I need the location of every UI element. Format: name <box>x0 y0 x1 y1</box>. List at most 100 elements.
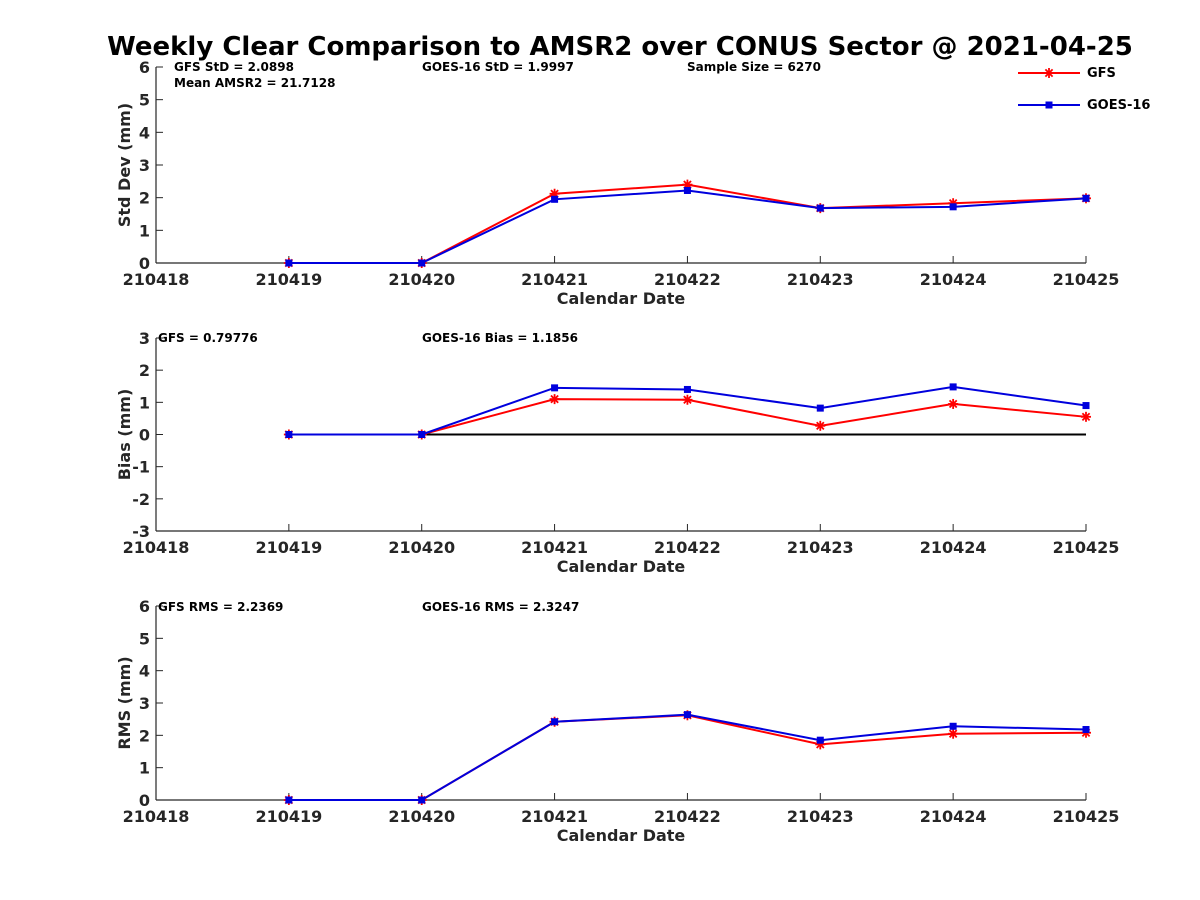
y-tick-label: 4 <box>139 123 150 142</box>
x-axis-label: Calendar Date <box>557 557 686 576</box>
x-tick-label: 210423 <box>787 270 854 289</box>
y-tick-label: 1 <box>139 221 150 240</box>
x-tick-label: 210418 <box>123 270 190 289</box>
y-tick-label: 3 <box>139 329 150 348</box>
x-tick-label: 210425 <box>1053 270 1120 289</box>
x-tick-label: 210423 <box>787 807 854 826</box>
stat-annotation-left1: GFS RMS = 2.2369 <box>158 600 283 614</box>
gfs-point <box>948 398 959 409</box>
y-tick-label: 6 <box>139 597 150 616</box>
y-tick-label: -3 <box>132 522 150 541</box>
goes16-point <box>816 204 824 212</box>
x-tick-label: 210424 <box>920 807 987 826</box>
y-axis-label: RMS (mm) <box>115 656 134 749</box>
x-tick-label: 210424 <box>920 270 987 289</box>
goes16-point <box>285 796 293 804</box>
goes16-point <box>1082 402 1090 410</box>
x-axis-label: Calendar Date <box>557 826 686 845</box>
x-tick-label: 210421 <box>521 270 588 289</box>
goes16-point <box>285 259 293 267</box>
y-tick-label: 5 <box>139 629 150 648</box>
panel-1: 0 1 2 3 4 5 6 210418 210419 210420 210421 210422 210… <box>115 58 1119 308</box>
legend-goes-label: GOES-16 <box>1087 98 1150 113</box>
y-tick-label: 4 <box>139 662 150 681</box>
goes16-point <box>683 711 691 719</box>
x-tick-label: 210425 <box>1053 807 1120 826</box>
x-axis-label: Calendar Date <box>557 289 686 308</box>
gfs-point <box>1081 411 1091 422</box>
y-tick-label: 0 <box>139 791 150 810</box>
goes16-point <box>285 431 293 438</box>
gfs-point <box>682 394 693 405</box>
chart-title: Weekly Clear Comparison to AMSR2 over CO… <box>107 32 1133 62</box>
x-tick-label: 210419 <box>255 807 322 826</box>
series-line-goes16 <box>288 385 1087 436</box>
legend-gfs-label: GFS <box>1087 66 1116 81</box>
gfs-point <box>815 420 826 431</box>
x-tick-label: 210424 <box>920 538 987 557</box>
x-tick-label: 210421 <box>521 538 588 557</box>
y-axis-label: Bias (mm) <box>115 389 134 481</box>
goes16-point <box>418 259 426 267</box>
y-tick-label: 2 <box>139 361 150 380</box>
x-tick-label: 210422 <box>654 807 721 826</box>
y-tick-label: -2 <box>132 490 150 509</box>
goes16-point <box>551 718 559 726</box>
y-tick-label: 2 <box>139 726 150 745</box>
goes16-point <box>418 796 426 804</box>
y-tick-label: 1 <box>139 759 150 778</box>
goes16-point <box>418 431 426 438</box>
stat-annotation-left1: GFS = 0.79776 <box>158 331 258 345</box>
legend-gfs-marker <box>1044 68 1054 78</box>
y-tick-label: -1 <box>132 458 150 477</box>
stat-annotation-left2: Mean AMSR2 = 21.7128 <box>174 76 335 90</box>
goes16-point <box>683 385 691 393</box>
goes16-point <box>683 186 691 194</box>
panel-2: -3 -2 -1 0 1 2 3 210418 210419 210420 210421 210422… <box>115 329 1119 576</box>
y-tick-label: 0 <box>139 426 150 445</box>
x-tick-label: 210425 <box>1053 538 1120 557</box>
stat-annotation-mid: GOES-16 RMS = 2.3247 <box>422 600 579 614</box>
legend: GFS GOES-16 <box>1018 66 1150 113</box>
y-tick-label: 1 <box>139 393 150 412</box>
y-tick-label: 3 <box>139 694 150 713</box>
goes16-point <box>949 203 957 211</box>
series-line-gfs <box>288 183 1087 264</box>
x-tick-label: 210419 <box>255 270 322 289</box>
goes16-point <box>551 384 559 392</box>
x-tick-label: 210421 <box>521 807 588 826</box>
legend-goes-marker <box>1045 101 1053 109</box>
stat-annotation-mid: GOES-16 Bias = 1.1856 <box>422 331 578 345</box>
series-line-goes16 <box>288 189 1087 264</box>
y-tick-label: 2 <box>139 189 150 208</box>
x-tick-label: 210420 <box>388 538 455 557</box>
series-line-goes16 <box>288 713 1087 801</box>
stat-annotation-right: Sample Size = 6270 <box>687 60 821 74</box>
x-tick-label: 210420 <box>388 270 455 289</box>
goes16-point <box>949 722 957 730</box>
gfs-point <box>948 728 959 739</box>
x-tick-label: 210420 <box>388 807 455 826</box>
goes16-point <box>816 404 824 412</box>
goes16-point <box>1082 726 1090 734</box>
stat-annotation-mid: GOES-16 StD = 1.9997 <box>422 60 574 74</box>
stat-annotation-left1: GFS StD = 2.0898 <box>174 60 294 74</box>
y-tick-label: 3 <box>139 156 150 175</box>
y-tick-label: 0 <box>139 254 150 273</box>
x-tick-label: 210418 <box>123 807 190 826</box>
goes16-point <box>949 383 957 391</box>
panel-3: 0 1 2 3 4 5 6 210418 210419 210420 210421 210422 210… <box>115 597 1119 845</box>
y-tick-label: 5 <box>139 91 150 110</box>
x-tick-label: 210422 <box>654 270 721 289</box>
y-axis-label: Std Dev (mm) <box>115 103 134 227</box>
gfs-point <box>549 394 560 405</box>
goes16-point <box>551 195 559 203</box>
x-tick-label: 210423 <box>787 538 854 557</box>
x-tick-label: 210422 <box>654 538 721 557</box>
x-tick-label: 210419 <box>255 538 322 557</box>
goes16-point <box>816 736 824 744</box>
goes16-point <box>1082 194 1090 202</box>
y-tick-label: 6 <box>139 58 150 77</box>
